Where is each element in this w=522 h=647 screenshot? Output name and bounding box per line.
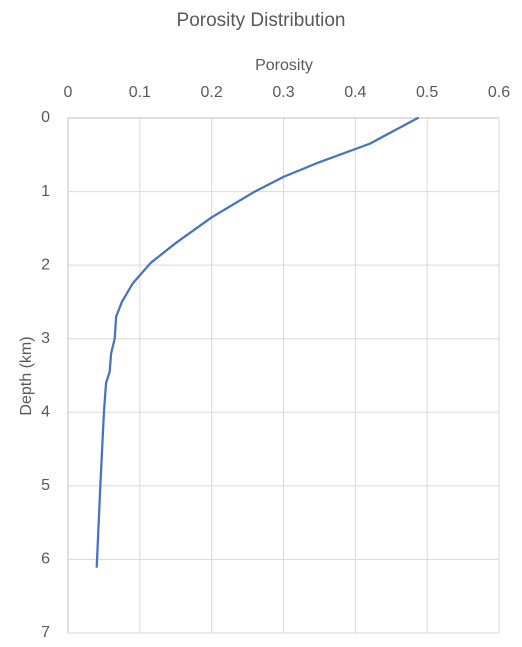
x-tick-label: 0.1	[129, 84, 151, 101]
y-tick-label: 0	[41, 109, 50, 126]
y-tick-label: 6	[41, 551, 50, 568]
x-tick-label: 0.4	[344, 84, 366, 101]
x-axis-title: Porosity	[255, 57, 313, 74]
y-tick-label: 5	[41, 477, 50, 494]
chart-title: Porosity Distribution	[177, 10, 346, 31]
y-tick-label: 2	[41, 256, 50, 273]
x-tick-label: 0.6	[488, 84, 510, 101]
x-tick-label: 0.5	[416, 84, 438, 101]
x-tick-label: 0.3	[272, 84, 294, 101]
data-line	[95, 116, 419, 568]
y-tick-label: 3	[41, 330, 50, 347]
y-tick-label: 4	[41, 404, 50, 421]
y-axis-title: Depth (km)	[18, 336, 35, 415]
y-tick-label: 7	[41, 624, 50, 641]
y-tick-label: 1	[41, 183, 50, 200]
x-tick-label: 0	[64, 84, 73, 101]
x-tick-label: 0.2	[201, 84, 223, 101]
